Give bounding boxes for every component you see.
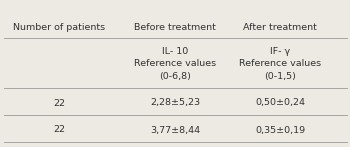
Text: 3,77±8,44: 3,77±8,44 [150,126,200,135]
Text: Number of patients: Number of patients [13,24,106,32]
Text: (0-1,5): (0-1,5) [264,71,296,81]
Text: Before treatment: Before treatment [134,24,216,32]
Text: 2,28±5,23: 2,28±5,23 [150,98,200,107]
Text: Reference values: Reference values [134,60,216,69]
Text: After treatment: After treatment [243,24,317,32]
Text: 22: 22 [54,98,65,107]
Text: 0,50±0,24: 0,50±0,24 [255,98,305,107]
Text: IF- γ: IF- γ [270,47,290,56]
Text: IL- 10: IL- 10 [162,47,188,56]
Text: Reference values: Reference values [239,60,321,69]
Text: 0,35±0,19: 0,35±0,19 [255,126,305,135]
Text: (0-6,8): (0-6,8) [159,71,191,81]
Text: 22: 22 [54,126,65,135]
